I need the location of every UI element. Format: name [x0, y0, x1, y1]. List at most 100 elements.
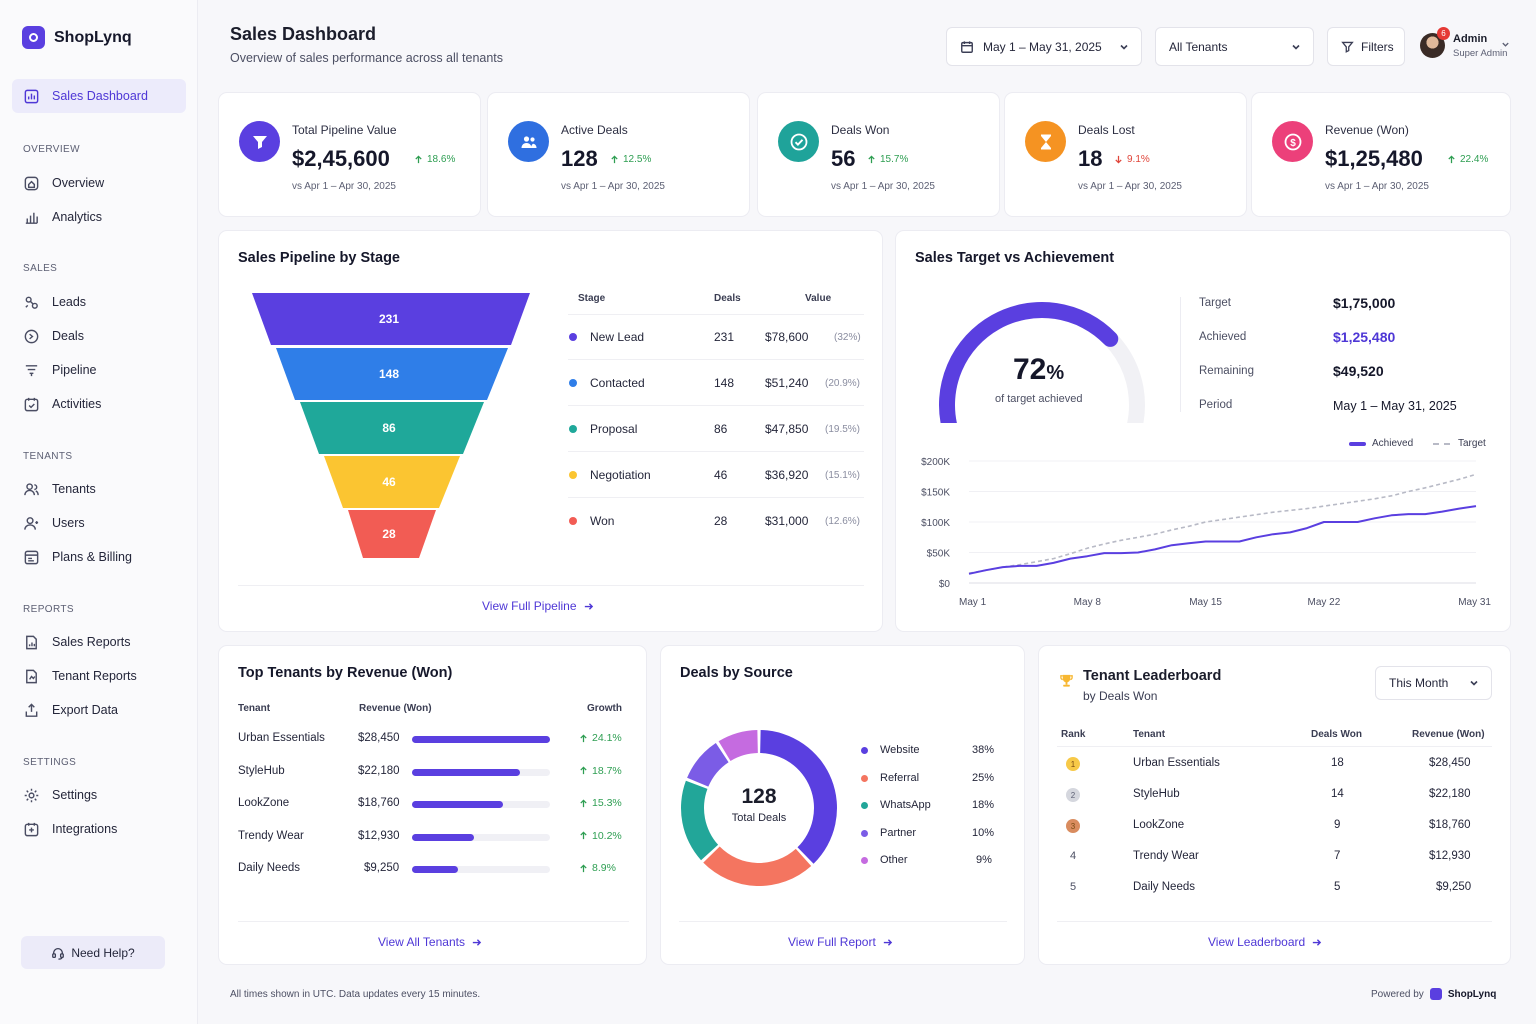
app-logo[interactable]: ShopLynq — [22, 26, 132, 49]
tenant-revenue: $9,250 — [364, 862, 400, 874]
gauge-fill — [939, 302, 1119, 423]
stage-percent: (15.1%) — [825, 470, 861, 481]
kpi-label: Active Deals — [561, 123, 628, 137]
leads-icon — [23, 294, 40, 311]
view-all-tenants-link[interactable]: View All Tenants — [378, 935, 482, 949]
date-range-value: May 1 – May 31, 2025 — [983, 39, 1102, 54]
kpi-label: Revenue (Won) — [1325, 123, 1409, 137]
nav-section-reports: REPORTS — [23, 604, 74, 615]
need-help-button[interactable]: Need Help? — [21, 936, 165, 969]
arrow-right-icon — [472, 938, 482, 946]
revenue-bar-track — [412, 801, 550, 808]
sidebar-item-export-data[interactable]: Export Data — [12, 693, 186, 727]
view-full-pipeline-link[interactable]: View Full Pipeline — [482, 599, 594, 613]
view-full-pipeline-label: View Full Pipeline — [482, 599, 577, 613]
source-name: Website — [880, 744, 920, 756]
donut-slice — [760, 730, 837, 864]
rank-number: 5 — [1070, 881, 1077, 893]
stage-value: $36,920 — [765, 468, 809, 482]
tenant-growth-value: 8.9% — [592, 862, 616, 874]
tenant-name: LookZone — [238, 797, 290, 809]
donut-slice — [703, 846, 812, 886]
notification-badge: 6 — [1437, 27, 1450, 40]
kpi-card[interactable]: Active Deals 128 12.5% vs Apr 1 – Apr 30, 2… — [487, 92, 750, 217]
kpi-card[interactable]: $ Revenue (Won) $1,25,480 22.4% vs Apr 1 – A… — [1251, 92, 1511, 217]
y-tick-label: $100K — [921, 518, 950, 529]
sidebar-item-label: Deals — [52, 329, 84, 343]
gauge-percent-sign: % — [1046, 362, 1065, 384]
tenant-name: Daily Needs — [238, 862, 300, 874]
stage-name: Won — [590, 514, 615, 528]
kpi-card[interactable]: Deals Lost 18 9.1% vs Apr 1 – Apr 30, 2025 — [1004, 92, 1247, 217]
tenant-name: StyleHub — [238, 764, 285, 777]
stage-name: Proposal — [590, 422, 638, 436]
sidebar-item-sales-dashboard[interactable]: Sales Dashboard — [12, 79, 186, 113]
sidebar-item-label: Export Data — [52, 703, 119, 717]
sidebar-item-overview[interactable]: Overview — [12, 166, 186, 200]
funnel-segment — [348, 510, 436, 558]
users-icon — [508, 121, 549, 162]
legend-target: Target — [1458, 438, 1486, 449]
rank-medal: 3 — [1066, 819, 1080, 833]
pipeline-footer-divider — [238, 585, 864, 586]
sidebar-item-tenants[interactable]: Tenants — [12, 472, 186, 506]
stage-percent: (12.6%) — [825, 516, 861, 527]
target-row-label: Target — [1199, 297, 1231, 309]
sidebar-item-analytics[interactable]: Analytics — [12, 200, 186, 234]
source-percent: 38% — [972, 744, 995, 756]
sidebar-item-sales-reports[interactable]: Sales Reports — [12, 625, 186, 659]
leaderboard-header-rank: Rank — [1061, 729, 1086, 740]
sales-line-chart: $0 $50K $100K $150K $200K May 1 May 8 May 15 May… — [921, 457, 1491, 608]
revenue-bar — [412, 736, 550, 743]
legend-target-swatch — [1433, 443, 1450, 445]
target-row-value: $1,25,480 — [1333, 329, 1396, 345]
gauge-caption: of target achieved — [995, 393, 1083, 405]
tenant-select[interactable]: All Tenants — [1155, 27, 1314, 66]
kpi-value: 128 — [561, 146, 598, 171]
kpi-compare: vs Apr 1 – Apr 30, 2025 — [1078, 181, 1182, 192]
y-tick-label: $50K — [927, 549, 951, 560]
sidebar-item-pipeline[interactable]: Pipeline — [12, 353, 186, 387]
leaderboard-deals: 9 — [1334, 819, 1341, 831]
sidebar-item-label: Leads — [52, 295, 87, 309]
sidebar-item-deals[interactable]: Deals — [12, 319, 186, 353]
sidebar-item-settings[interactable]: Settings — [12, 778, 186, 812]
tenant-name: Trendy Wear — [238, 829, 304, 842]
sidebar-item-plans-billing[interactable]: Plans & Billing — [12, 540, 186, 574]
leaderboard-tenant: StyleHub — [1133, 788, 1180, 800]
sidebar-item-integrations[interactable]: Integrations — [12, 812, 186, 846]
revenue-bar-track — [412, 736, 550, 743]
kpi-value: 18 — [1078, 146, 1103, 171]
target-row-value: May 1 – May 31, 2025 — [1333, 399, 1457, 413]
leaderboard-period-select[interactable]: This Month — [1375, 666, 1492, 700]
view-leaderboard-link[interactable]: View Leaderboard — [1208, 935, 1322, 949]
source-color-dot — [861, 802, 868, 809]
target-gauge — [939, 302, 1145, 423]
leaderboard-period-value: This Month — [1389, 676, 1449, 690]
date-range-picker[interactable]: May 1 – May 31, 2025 — [946, 27, 1142, 66]
arrow-right-icon — [1313, 938, 1322, 946]
x-tick-label: May 31 — [1458, 597, 1491, 608]
filters-label: Filters — [1361, 39, 1394, 54]
sidebar-item-label: Users — [52, 516, 85, 530]
sidebar-item-activities[interactable]: Activities — [12, 387, 186, 421]
sidebar-item-tenant-reports[interactable]: Tenant Reports — [12, 659, 186, 693]
tenant-revenue: $28,450 — [358, 732, 400, 744]
source-percent: 25% — [972, 771, 995, 784]
leaderboard-title: Tenant Leaderboard — [1083, 668, 1222, 684]
stage-percent: (32%) — [834, 332, 861, 343]
leaderboard-footer-divider — [1057, 921, 1492, 922]
sidebar-item-users[interactable]: Users — [12, 506, 186, 540]
kpi-card[interactable]: Total Pipeline Value $2,45,600 18.6% vs Apr… — [218, 92, 481, 217]
filters-button[interactable]: Filters — [1327, 27, 1405, 66]
y-tick-label: $150K — [921, 488, 950, 499]
sidebar: ShopLynq Sales Dashboard OVERVIEW Overvi… — [0, 0, 198, 1024]
donut-slice — [718, 730, 758, 761]
sidebar-item-leads[interactable]: Leads — [12, 285, 186, 319]
user-menu-chevron-icon[interactable] — [1501, 40, 1510, 49]
view-full-report-link[interactable]: View Full Report — [788, 935, 893, 949]
x-tick-label: May 22 — [1308, 597, 1341, 608]
kpi-card[interactable]: Deals Won 56 15.7% vs Apr 1 – Apr 30, 2025 — [757, 92, 1000, 217]
target-row-value: $1,75,000 — [1333, 295, 1396, 311]
chevron-down-icon — [1470, 680, 1478, 686]
